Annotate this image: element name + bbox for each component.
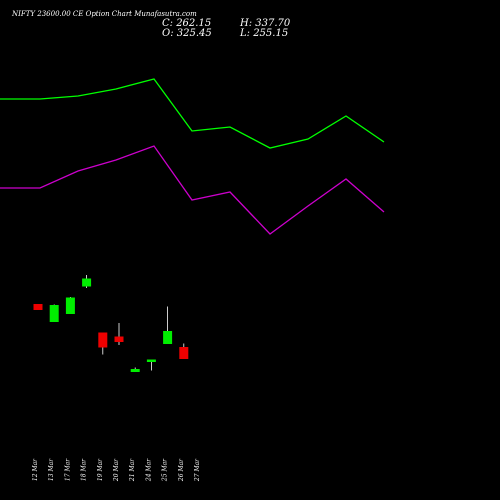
candle-body-down xyxy=(33,304,43,310)
x-axis-labels: 12 Mar 13 Mar 17 Mar 18 Mar 19 Mar 20 Mar 21 M… xyxy=(32,458,201,482)
x-tick-label: 18 Mar xyxy=(81,458,88,481)
candle-body-down xyxy=(179,347,189,359)
x-tick-label: 21 Mar xyxy=(129,458,136,482)
candle xyxy=(49,304,59,322)
candle xyxy=(163,306,173,344)
candle-body-down xyxy=(98,332,108,348)
upper-band-line xyxy=(0,78,385,149)
candle-body-down xyxy=(114,336,124,342)
close-value: C: 262.15 xyxy=(162,18,211,29)
x-tick-label: 12 Mar xyxy=(32,458,39,481)
candle xyxy=(179,343,189,359)
x-tick-label: 17 Mar xyxy=(64,458,71,481)
x-tick-label: 13 Mar xyxy=(48,458,55,481)
candle xyxy=(114,323,124,345)
candle xyxy=(65,297,75,314)
high-value: H: 337.70 xyxy=(239,18,291,29)
candle xyxy=(33,304,43,310)
candle-body-up xyxy=(130,369,140,372)
candle-body-up xyxy=(65,297,75,314)
lower-band-line xyxy=(0,145,385,235)
candle xyxy=(146,359,156,371)
candle xyxy=(130,367,140,372)
chart-title: NIFTY 23600.00 CE Option Chart Munafasut… xyxy=(11,10,197,18)
band-lines xyxy=(0,78,385,235)
low-value: L: 255.15 xyxy=(239,28,288,39)
candle-body-up xyxy=(49,305,59,322)
candle-body-up xyxy=(163,331,173,344)
x-tick-label: 24 Mar xyxy=(145,458,152,482)
x-tick-label: 20 Mar xyxy=(113,458,120,482)
candle-body-up xyxy=(82,278,92,287)
x-tick-label: 26 Mar xyxy=(178,458,185,482)
candle-body-up xyxy=(146,359,156,362)
candlesticks xyxy=(33,275,189,372)
candle xyxy=(98,332,108,355)
open-value: O: 325.45 xyxy=(162,28,212,39)
x-tick-label: 25 Mar xyxy=(162,458,169,482)
candle xyxy=(82,275,92,288)
x-tick-label: 27 Mar xyxy=(194,458,201,482)
x-tick-label: 19 Mar xyxy=(97,458,104,481)
